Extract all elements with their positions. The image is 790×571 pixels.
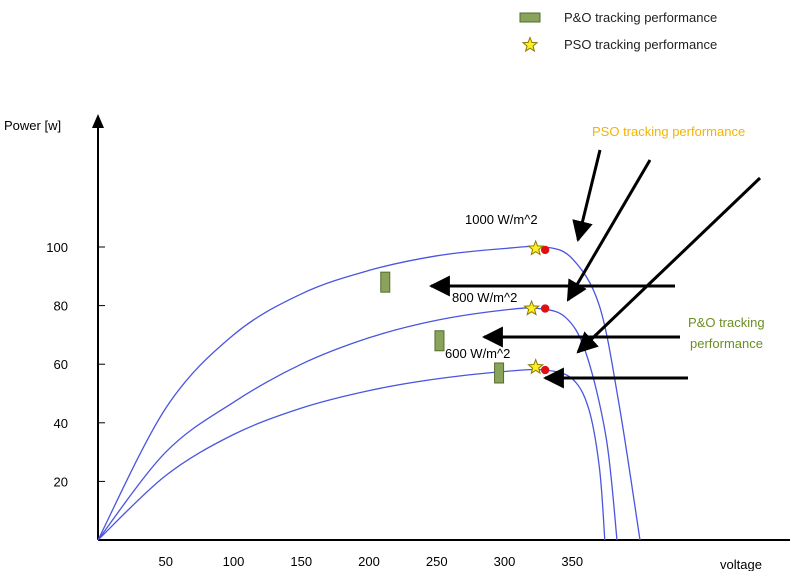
y-axis-label: Power [w]	[4, 118, 61, 133]
y-axis-arrowhead	[92, 114, 104, 128]
po-marker	[434, 330, 445, 352]
pv-curve-800	[97, 307, 618, 541]
legend-po-label: P&O tracking performance	[564, 10, 718, 25]
series-curves	[97, 245, 641, 541]
x-tick-label: 300	[494, 554, 516, 569]
y-tick-label: 60	[54, 357, 68, 372]
po-marker	[494, 362, 505, 384]
series-label-800: 800 W/m^2	[452, 290, 517, 305]
x-tick-label: 100	[223, 554, 245, 569]
x-tick-label: 50	[159, 554, 173, 569]
pv-curve-1000	[97, 245, 641, 541]
y-tick-label: 100	[46, 240, 68, 255]
y-tick-label: 80	[54, 299, 68, 314]
axis-ticks: 50 100 150 200 250 300 350 20 40 60 80 100	[46, 240, 583, 569]
mpp-point	[540, 245, 550, 255]
x-axis-label: voltage	[720, 557, 762, 571]
y-tick-label: 40	[54, 416, 68, 431]
x-tick-label: 150	[290, 554, 312, 569]
legend-po-symbol	[519, 12, 541, 23]
x-tick-label: 200	[358, 554, 380, 569]
pv-curve-600	[97, 368, 606, 541]
po-annotation-label-line1: P&O tracking	[688, 315, 765, 330]
pso-star-marker	[523, 299, 541, 316]
pso-arrow-3	[576, 176, 762, 354]
mpp-point	[540, 304, 550, 313]
mpp-point	[540, 365, 550, 375]
pso-annotation-label: PSO tracking performance	[592, 124, 745, 139]
series-label-600: 600 W/m^2	[445, 346, 510, 361]
x-tick-label: 250	[426, 554, 448, 569]
series-label-1000: 1000 W/m^2	[465, 212, 538, 227]
y-tick-label: 20	[54, 474, 68, 489]
legend-pso-label: PSO tracking performance	[564, 37, 718, 52]
series-markers	[380, 239, 550, 384]
pso-arrow-2	[566, 159, 652, 302]
legend-pso-symbol	[521, 36, 539, 53]
po-annotation-label-line2: performance	[690, 336, 763, 351]
pso-star-marker	[527, 358, 545, 375]
pso-arrow-1	[572, 149, 602, 243]
pso-star-marker	[527, 239, 545, 256]
po-marker	[380, 271, 391, 293]
x-tick-label: 350	[561, 554, 583, 569]
